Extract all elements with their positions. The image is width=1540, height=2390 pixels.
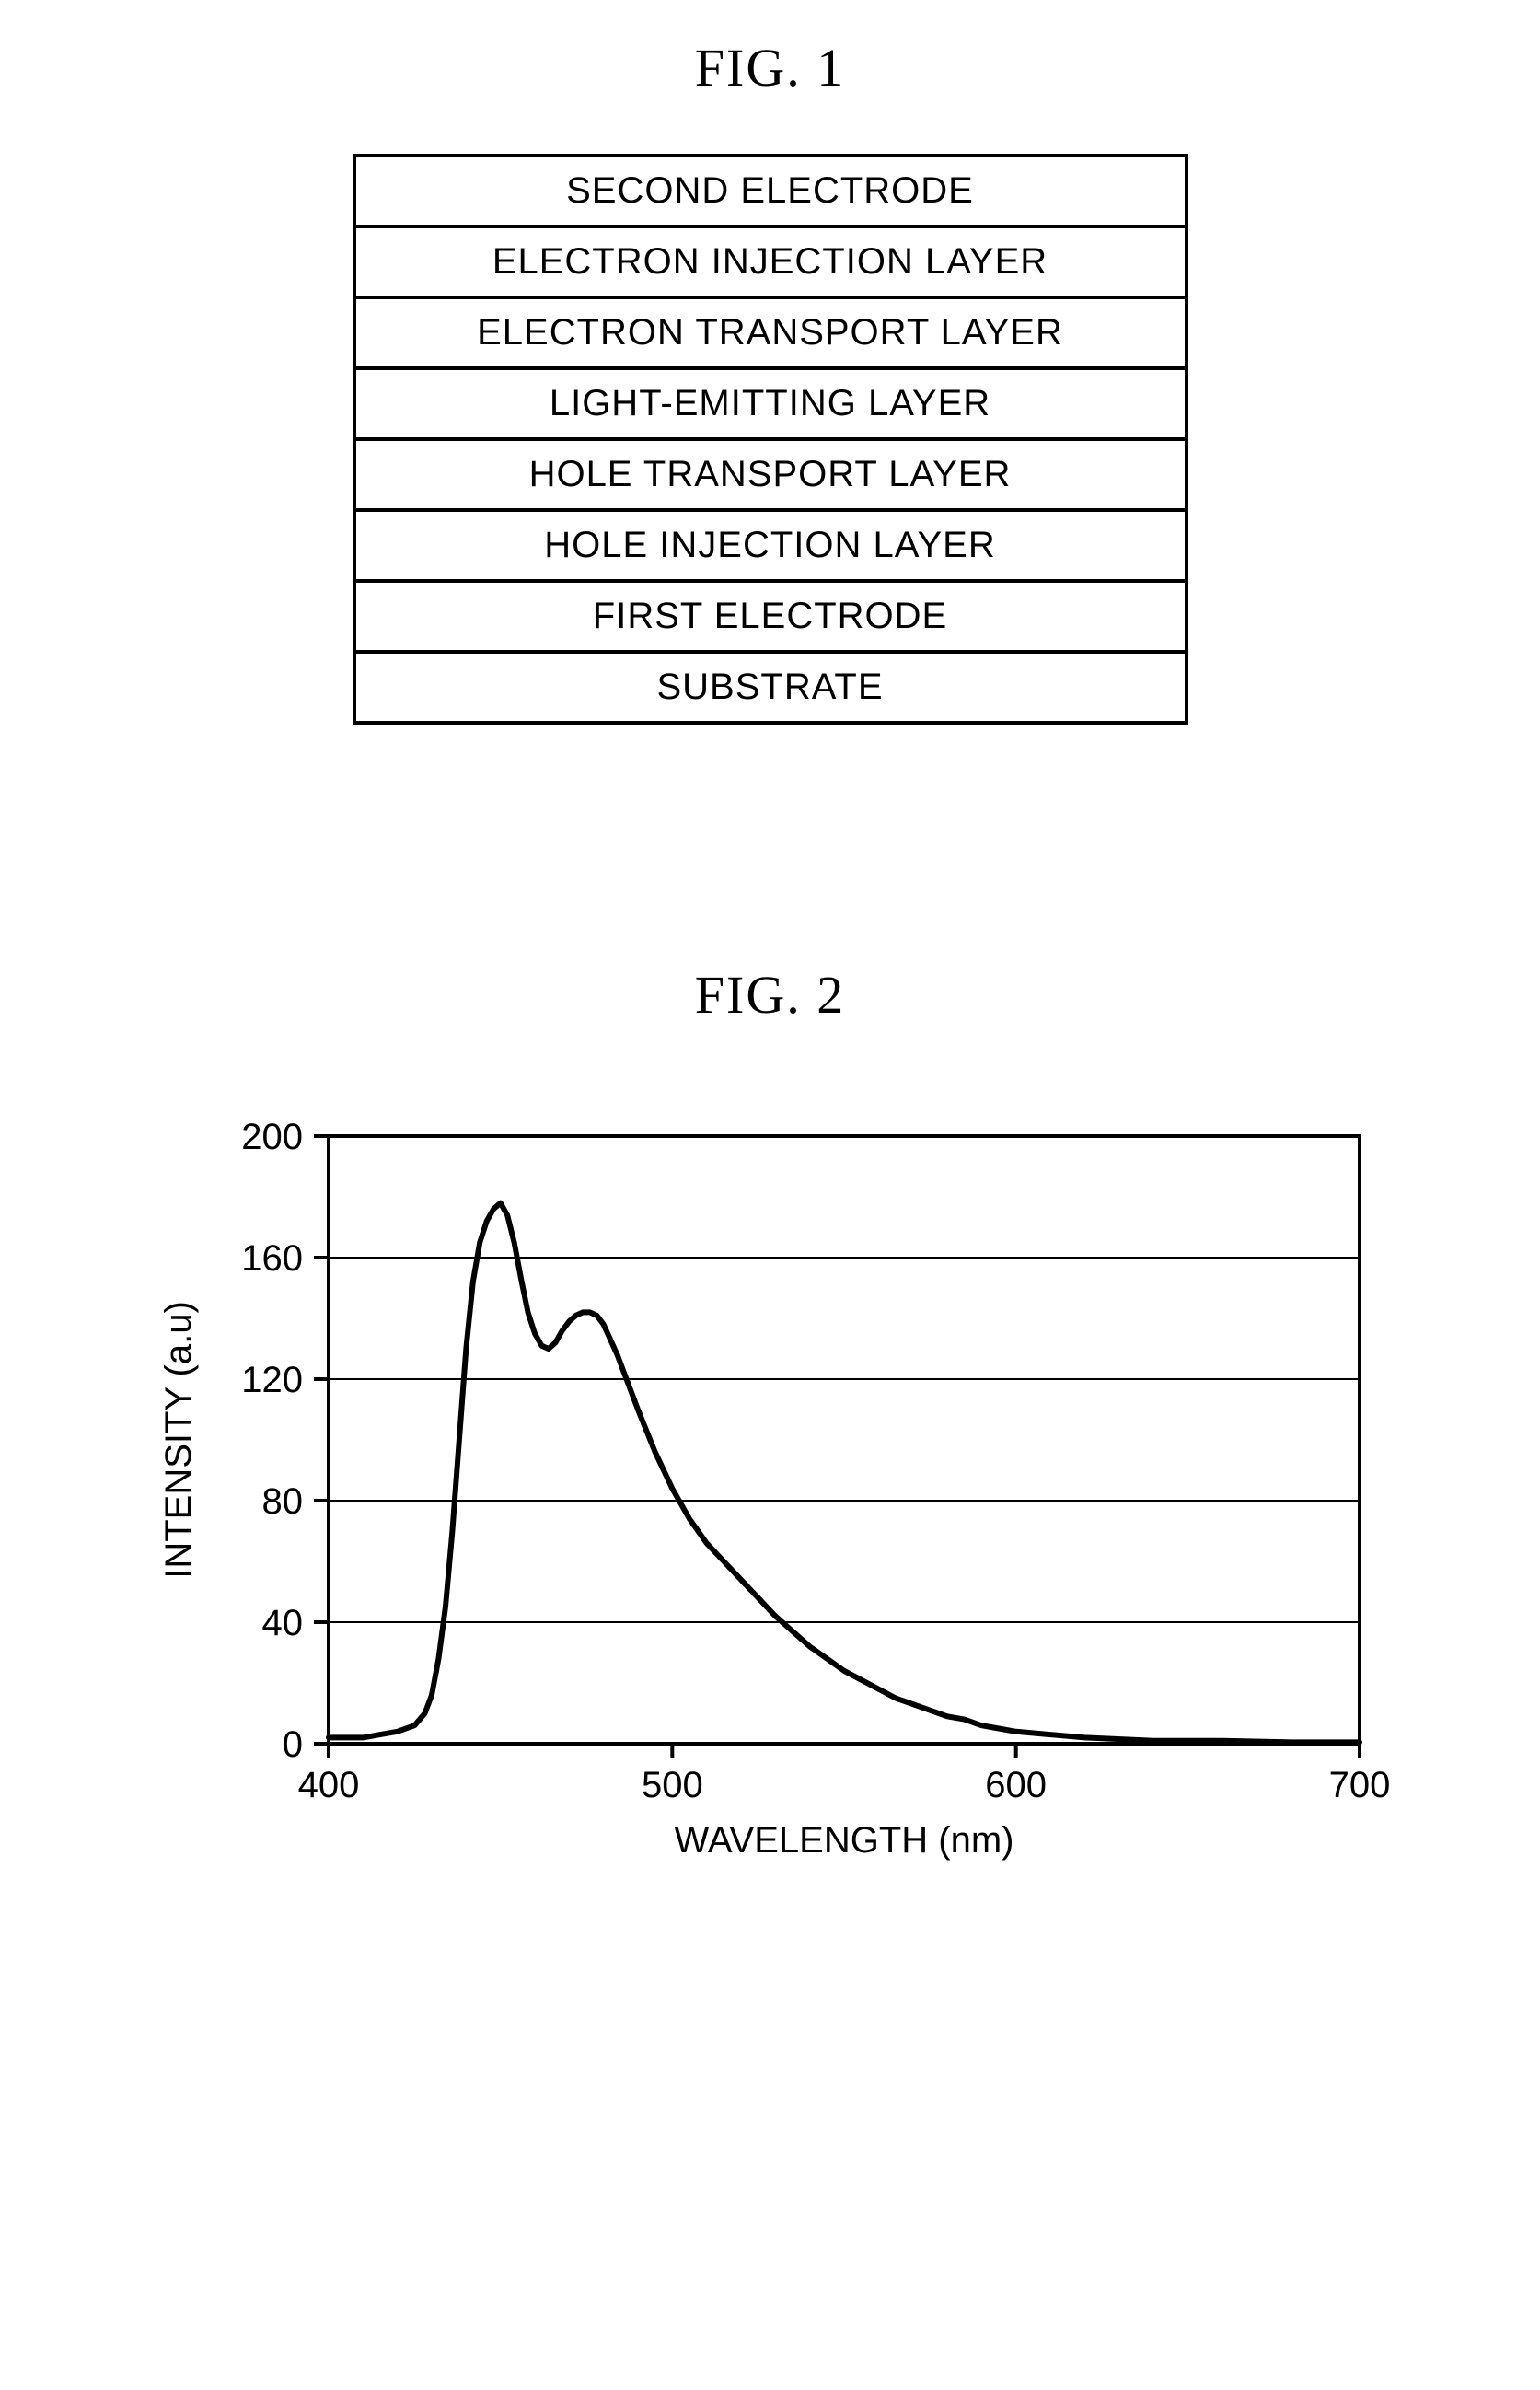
svg-text:40: 40: [261, 1603, 303, 1643]
svg-text:INTENSITY (a.u): INTENSITY (a.u): [158, 1301, 199, 1579]
svg-text:120: 120: [241, 1360, 303, 1400]
svg-text:0: 0: [282, 1724, 302, 1765]
svg-text:500: 500: [641, 1765, 702, 1805]
layer-row: SECOND ELECTRODE: [356, 157, 1185, 228]
layer-row: HOLE TRANSPORT LAYER: [356, 441, 1185, 512]
svg-text:160: 160: [241, 1238, 303, 1279]
svg-text:700: 700: [1328, 1765, 1390, 1805]
layer-row: ELECTRON INJECTION LAYER: [356, 228, 1185, 299]
layer-row: FIRST ELECTRODE: [356, 583, 1185, 654]
svg-text:80: 80: [261, 1481, 303, 1522]
svg-text:200: 200: [241, 1117, 303, 1157]
svg-text:400: 400: [297, 1765, 359, 1805]
spectrum-chart: 0 40 80 120 160 200 400 500 600 700 WAVELENGTH (nm…: [126, 1081, 1415, 1909]
layer-row: LIGHT-EMITTING LAYER: [356, 370, 1185, 441]
layer-row: SUBSTRATE: [356, 654, 1185, 725]
layer-stack-diagram: SECOND ELECTRODE ELECTRON INJECTION LAYE…: [353, 154, 1188, 725]
layer-row: ELECTRON TRANSPORT LAYER: [356, 299, 1185, 370]
fig2-title: FIG. 2: [37, 964, 1503, 1026]
layer-row: HOLE INJECTION LAYER: [356, 512, 1185, 583]
svg-text:WAVELENGTH (nm): WAVELENGTH (nm): [674, 1820, 1013, 1861]
svg-text:600: 600: [985, 1765, 1047, 1805]
chart-svg: 0 40 80 120 160 200 400 500 600 700 WAVELENGTH (nm…: [126, 1081, 1415, 1909]
fig1-title: FIG. 1: [37, 37, 1503, 99]
